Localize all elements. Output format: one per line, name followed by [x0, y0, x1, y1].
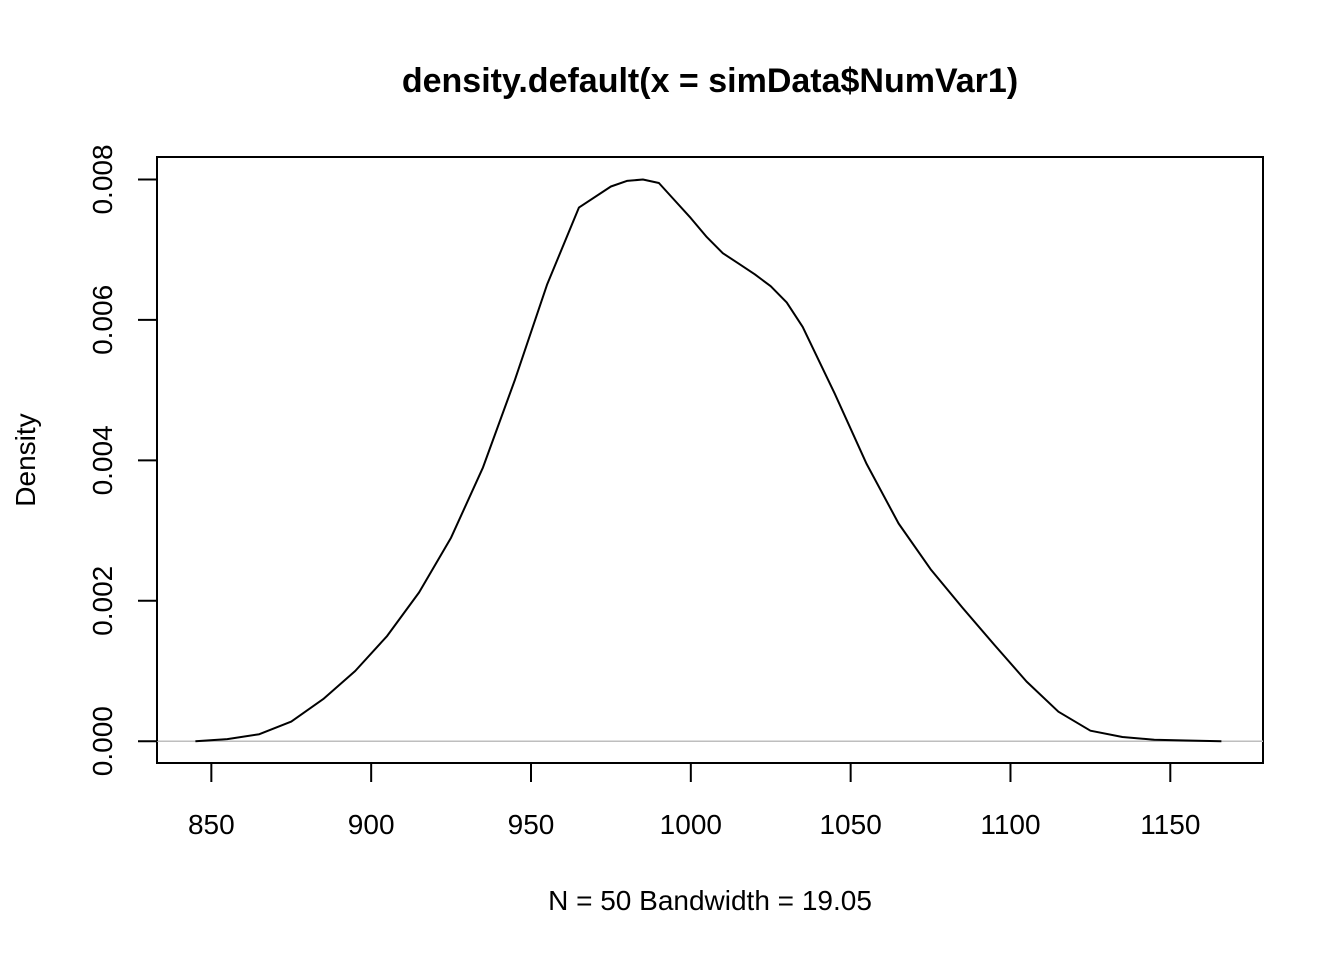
x-tick-label-5: 1100 [980, 809, 1040, 840]
x-tick-label-1: 900 [348, 809, 395, 840]
x-axis-label: N = 50 Bandwidth = 19.05 [548, 885, 872, 916]
x-tick-label-3: 1000 [660, 809, 722, 840]
chart-title: density.default(x = simData$NumVar1) [402, 62, 1018, 100]
y-tick-label-2: 0.004 [87, 425, 118, 495]
x-tick-label-2: 950 [508, 809, 555, 840]
y-axis-label: Density [10, 413, 41, 506]
x-tick-label-4: 1050 [819, 809, 881, 840]
series-layer [195, 178, 1222, 743]
density-curve-0 [195, 178, 1222, 743]
x-axis: 850 900 950 1000 1050 1100 1150 [188, 762, 1200, 840]
plot-frame [156, 156, 1264, 764]
y-tick-label-4: 0.008 [87, 144, 118, 214]
x-tick-label-6: 1150 [1140, 809, 1200, 840]
y-tick-label-3: 0.006 [87, 285, 118, 355]
y-tick-label-1: 0.002 [87, 566, 118, 636]
y-axis: 0.000 0.002 0.004 0.006 0.008 [87, 144, 158, 776]
y-tick-label-0: 0.000 [87, 706, 118, 776]
x-tick-label-0: 850 [188, 809, 235, 840]
